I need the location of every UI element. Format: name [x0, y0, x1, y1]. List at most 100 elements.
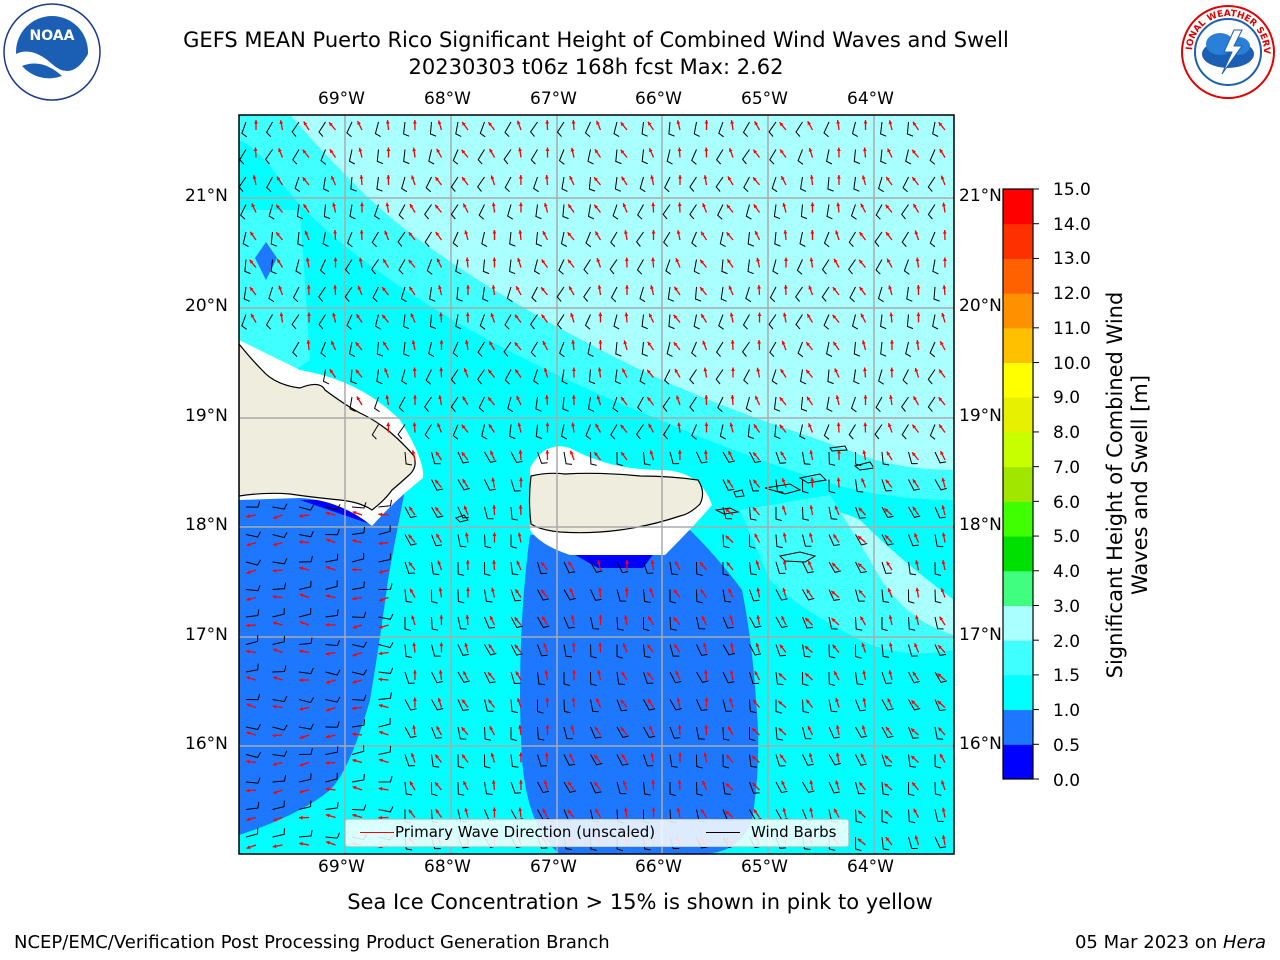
primary-wave-arrowhead — [731, 367, 735, 371]
graticule — [239, 115, 954, 854]
wind-barb — [802, 644, 811, 658]
primary-wave-arrowhead — [439, 642, 444, 646]
wind-barb — [643, 451, 651, 466]
wind-barb — [584, 121, 591, 138]
primary-wave-arrowhead — [729, 422, 734, 427]
wind-barb — [828, 671, 836, 686]
primary-wave-arrowhead — [704, 450, 708, 454]
wind-barb — [378, 667, 394, 675]
wind-barb — [719, 231, 726, 248]
wind-barb — [908, 644, 918, 657]
primary-wave-arrowhead — [466, 285, 470, 289]
wind-barb — [908, 506, 921, 518]
wind-barb — [902, 369, 909, 385]
primary-wave-arrowhead — [914, 368, 919, 372]
wave-height-low-central — [520, 530, 759, 854]
wind-barb — [325, 553, 339, 563]
wind-barb — [243, 286, 250, 302]
colorbar-tick-0: 0.0 — [1053, 771, 1081, 791]
primary-wave-arrowhead — [620, 122, 625, 127]
wind-barb — [484, 754, 491, 769]
lat-label-left-18n: 18°N — [185, 515, 228, 535]
wind-barb — [457, 451, 469, 464]
primary-wave-arrowhead — [779, 644, 784, 649]
wind-barb — [749, 727, 756, 742]
lat-label-right-20n: 20°N — [959, 296, 1002, 316]
primary-wave-arrowhead — [753, 149, 758, 154]
wind-barb — [643, 754, 654, 767]
primary-wave-arrowhead — [832, 562, 836, 567]
wind-barb — [668, 314, 675, 330]
colorbar-segment — [1003, 709, 1033, 745]
wind-barb — [509, 424, 516, 440]
wind-barb — [908, 451, 918, 465]
primary-wave-arrowhead — [246, 759, 250, 764]
wind-barb — [510, 781, 522, 794]
primary-wave-arrowhead — [412, 147, 416, 152]
primary-wave-arrowhead — [306, 340, 311, 344]
primary-wave-arrowhead — [439, 367, 444, 372]
wind-barb — [533, 369, 539, 385]
colorbar-segment — [1003, 744, 1033, 780]
wind-barb — [376, 176, 383, 192]
primary-wave-arrowhead — [543, 367, 548, 372]
wind-barb — [431, 754, 440, 768]
primary-wave-arrowhead — [862, 340, 866, 345]
primary-wave-arrowhead — [941, 835, 946, 839]
primary-wave-arrowhead — [378, 625, 383, 629]
wind-barb — [828, 534, 840, 547]
primary-wave-arrowhead — [331, 175, 335, 180]
primary-wave-arrowhead — [594, 726, 599, 731]
wind-barb — [908, 589, 915, 604]
primary-wave-arrowhead — [272, 568, 277, 573]
wind-barb — [932, 259, 939, 275]
primary-wave-arrowhead — [325, 511, 330, 516]
wind-barb — [828, 451, 836, 466]
primary-wave-arrowhead — [518, 230, 523, 234]
primary-wave-arrowhead — [885, 837, 890, 842]
primary-wave-arrowhead — [518, 450, 523, 454]
primary-wave-arrowhead — [886, 727, 890, 731]
wind-barb — [272, 558, 288, 565]
wind-barb — [745, 396, 752, 413]
wind-barb — [431, 671, 443, 684]
primary-wave-arrowhead — [378, 815, 383, 820]
wind-barb — [610, 286, 618, 303]
primary-wave-arrowhead — [570, 615, 575, 619]
wind-barb — [934, 479, 947, 491]
primary-wave-arrowhead — [302, 177, 307, 182]
wind-barb — [615, 341, 622, 357]
wave-height-1.5-2m-band — [239, 115, 954, 500]
wind-barb — [795, 121, 803, 137]
primary-wave-arrowhead — [490, 450, 494, 455]
wind-barb — [610, 424, 618, 440]
wind-barb — [537, 781, 550, 794]
wind-barb — [668, 121, 675, 137]
wind-barb — [669, 781, 676, 797]
primary-wave-arrowhead — [352, 511, 357, 515]
wind-barb — [821, 259, 830, 275]
primary-wave-arrowhead — [409, 781, 414, 786]
wind-barb — [855, 534, 868, 546]
wind-barb — [747, 424, 754, 440]
wind-barb — [906, 286, 913, 302]
primary-wave-arrowhead — [412, 367, 417, 372]
wind-barb — [855, 809, 863, 824]
wind-barb — [696, 781, 703, 796]
primary-wave-arrowhead — [326, 841, 331, 845]
primary-wave-arrowhead — [836, 477, 841, 482]
wind-barb — [242, 231, 249, 248]
primary-wave-arrowhead — [857, 838, 862, 843]
wind-barb — [878, 176, 884, 193]
wind-barb — [616, 754, 629, 766]
lon-label-bottom-67w: 67°W — [530, 857, 577, 877]
wind-barb — [562, 396, 569, 412]
wind-barb — [802, 616, 814, 629]
wind-barb — [510, 589, 522, 602]
primary-wave-arrowhead — [251, 313, 255, 318]
wind-barb — [561, 176, 568, 192]
primary-wave-arrowhead — [625, 560, 629, 564]
primary-wave-arrowhead — [326, 680, 330, 684]
wind-barb — [749, 479, 760, 492]
colorbar-tick-1.5: 1.5 — [1053, 666, 1081, 686]
